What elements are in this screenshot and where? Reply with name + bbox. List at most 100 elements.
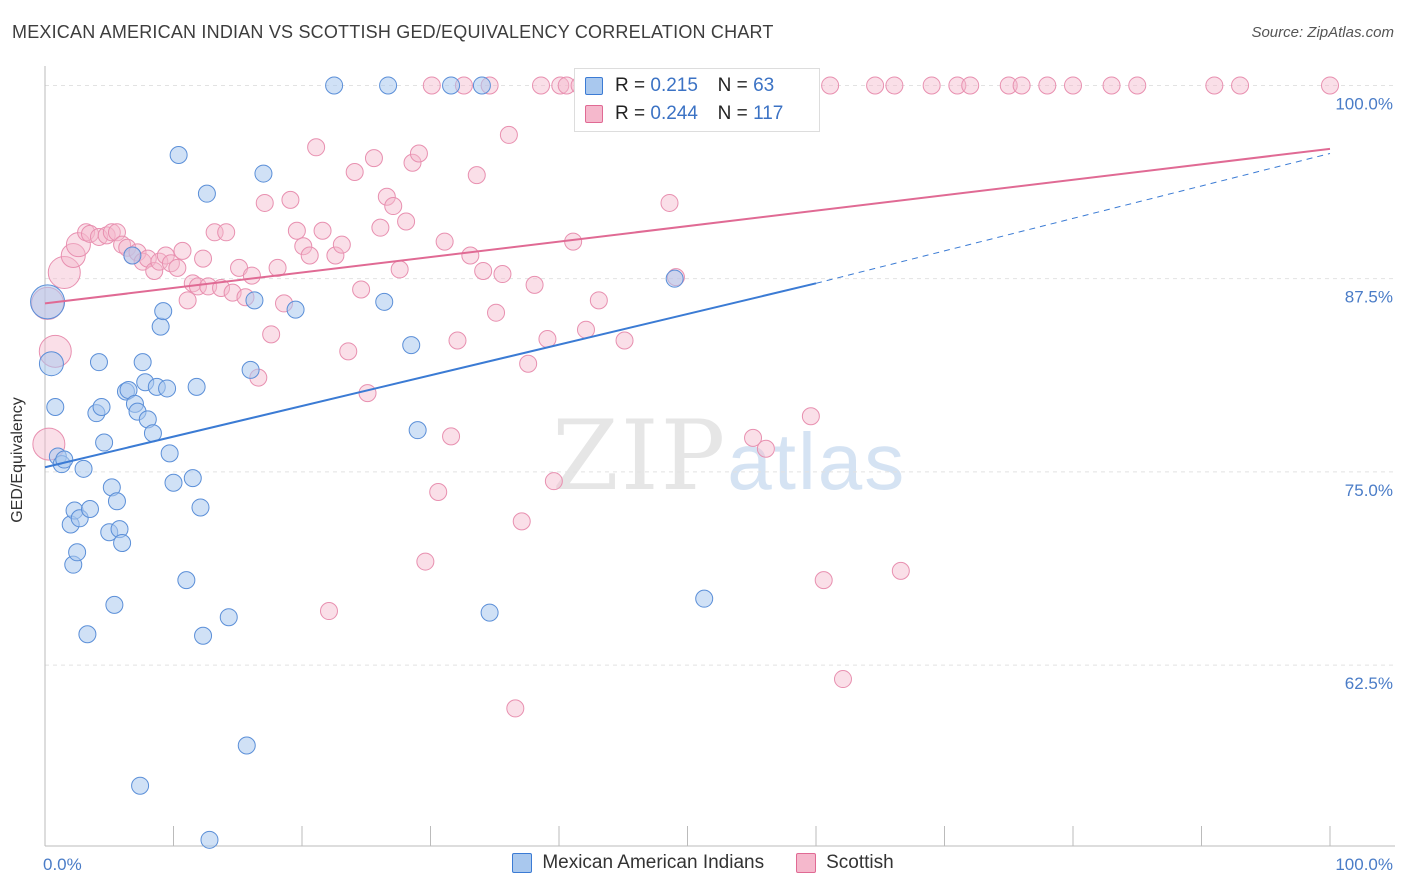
r-label: R = xyxy=(615,103,646,124)
blue-point xyxy=(105,595,124,614)
pink-point xyxy=(307,138,326,157)
pink-point xyxy=(390,260,409,279)
pink-point xyxy=(161,254,180,273)
pink-point xyxy=(487,303,506,322)
tick-labels: 62.5% 75.0% 87.5% 100.0% 0.0% 100.0% xyxy=(43,94,1393,874)
blue-point xyxy=(375,292,394,311)
n-value: 63 xyxy=(753,75,775,96)
pink-point xyxy=(660,193,679,212)
source-label: Source: ZipAtlas.com xyxy=(1251,24,1394,41)
pink-point xyxy=(397,212,416,231)
pink-point xyxy=(474,261,493,280)
pink-point xyxy=(255,193,274,212)
blue-point xyxy=(442,76,461,95)
legend-row-pink: R = 0.244 N = 117 xyxy=(585,101,783,127)
blue-point xyxy=(241,360,260,379)
pink-point xyxy=(145,261,164,280)
blue-point xyxy=(55,450,74,469)
blue-swatch xyxy=(585,77,603,95)
pink-point xyxy=(615,331,634,350)
pink-point xyxy=(429,483,448,502)
blue-point xyxy=(92,397,111,416)
blue-point xyxy=(78,625,97,644)
blue-point xyxy=(158,379,177,398)
blue-point xyxy=(286,300,305,319)
blue-point xyxy=(107,492,126,511)
pink-point xyxy=(821,76,840,95)
pink-point xyxy=(178,291,197,310)
pink-point xyxy=(544,472,563,491)
pink-point xyxy=(589,291,608,310)
blue-swatch xyxy=(512,853,533,873)
blue-point xyxy=(68,543,87,562)
pink-point xyxy=(364,149,383,168)
pink-point xyxy=(1205,76,1224,95)
pink-point xyxy=(442,427,461,446)
pink-point xyxy=(409,144,428,163)
blue-point xyxy=(325,76,344,95)
blue-point xyxy=(169,146,188,165)
pink-point xyxy=(97,226,116,245)
y-axis-title: GED/Equivalency xyxy=(9,397,26,523)
chart-title: MEXICAN AMERICAN INDIAN VS SCOTTISH GED/… xyxy=(12,22,774,42)
pink-point xyxy=(576,320,595,339)
watermark-zip: ZIP xyxy=(552,400,728,512)
pink-point xyxy=(814,571,833,590)
blue-point xyxy=(123,246,142,265)
pink-point xyxy=(217,223,236,242)
legend-item-mexican-american-indians: Mexican American Indians xyxy=(512,852,764,874)
pink-point xyxy=(300,246,319,265)
pink-point xyxy=(281,190,300,209)
y-tick-label: 62.5% xyxy=(1345,674,1393,693)
blue-point xyxy=(154,302,173,321)
blue-point xyxy=(200,830,219,849)
watermark-atlas: atlas xyxy=(727,417,907,506)
legend-label: Scottish xyxy=(826,852,894,873)
blue-trend-line xyxy=(44,282,817,469)
pink-point xyxy=(403,153,422,172)
pink-point xyxy=(384,197,403,216)
pink-point xyxy=(1038,76,1057,95)
pink-point xyxy=(1012,76,1031,95)
blue-point xyxy=(95,433,114,452)
pink-point xyxy=(1231,76,1250,95)
blue-point xyxy=(38,351,64,377)
pink-point xyxy=(961,76,980,95)
y-tick-label: 100.0% xyxy=(1335,94,1393,113)
trend-lines xyxy=(44,147,1331,469)
pink-point xyxy=(532,76,551,95)
pink-point xyxy=(358,384,377,403)
y-tick-label: 75.0% xyxy=(1345,481,1393,500)
pink-point xyxy=(47,256,81,290)
stats-legend: R = 0.215 N = 63 R = 0.244 N = 117 xyxy=(574,68,820,132)
blue-point xyxy=(194,626,213,645)
pink-point xyxy=(332,235,351,254)
pink-point xyxy=(512,512,531,531)
blue-point xyxy=(191,498,210,517)
pink-point xyxy=(242,266,261,285)
blue-point xyxy=(254,164,273,183)
pink-point xyxy=(801,407,820,426)
legend-row-blue: R = 0.215 N = 63 xyxy=(585,73,774,99)
pink-point xyxy=(833,670,852,689)
n-value: 117 xyxy=(753,103,784,124)
pink-point xyxy=(422,76,441,95)
blue-point xyxy=(245,291,264,310)
pink-point xyxy=(1128,76,1147,95)
pink-point xyxy=(319,602,338,621)
blue-point xyxy=(46,397,65,416)
blue-point xyxy=(187,377,206,396)
pink-point xyxy=(461,246,480,265)
pink-point xyxy=(538,329,557,348)
pink-point xyxy=(756,439,775,458)
watermark: ZIPatlas xyxy=(552,400,906,512)
y-tick-label: 87.5% xyxy=(1345,288,1393,307)
pink-point xyxy=(1102,76,1121,95)
pink-point xyxy=(287,221,306,240)
pink-point xyxy=(199,277,218,296)
pink-point xyxy=(168,258,187,277)
pink-point xyxy=(183,274,202,293)
pink-point xyxy=(194,249,213,268)
blue-point xyxy=(80,500,99,519)
